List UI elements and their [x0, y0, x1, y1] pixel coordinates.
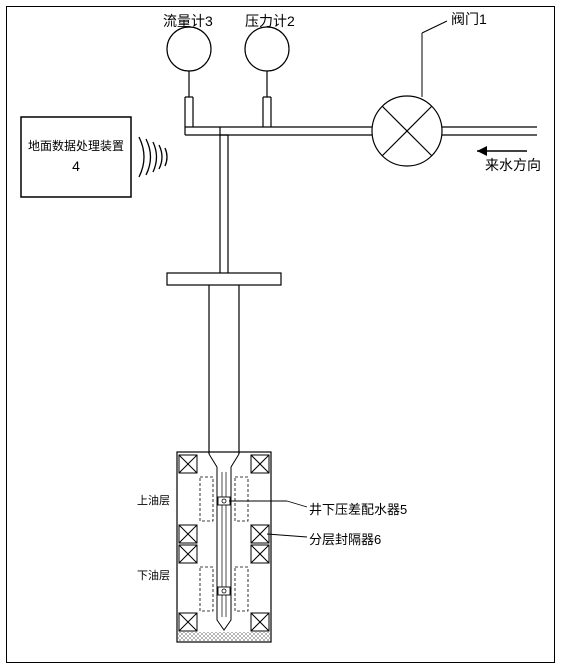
packer-row-1 — [179, 455, 269, 473]
flowmeter-label: 流量计3 — [163, 11, 213, 31]
water-direction-label: 来水方向 — [485, 155, 541, 175]
diagram-svg — [7, 7, 556, 664]
data-processor-label: 地面数据处理装置 4 — [21, 137, 131, 174]
lower-distributor — [200, 567, 248, 611]
flowmeter-symbol — [167, 27, 211, 71]
packer-row-3 — [179, 545, 269, 563]
distributor-label: 井下压差配水器5 — [309, 499, 407, 518]
packer-row-2 — [179, 525, 269, 543]
valve-label: 阀门1 — [451, 9, 487, 29]
wellhead-flange — [167, 273, 281, 285]
diagram-frame: 流量计3 压力计2 阀门1 来水方向 地面数据处理装置 4 上油层 下油层 井下… — [6, 6, 555, 663]
upper-distributor — [200, 477, 248, 521]
wireless-icon — [139, 137, 167, 177]
pressure-gauge-symbol — [245, 27, 289, 71]
packer-label: 分层封隔器6 — [309, 529, 381, 548]
upper-layer-label: 上油层 — [137, 492, 170, 508]
packer-row-4 — [179, 613, 269, 631]
pressure-gauge-label: 压力计2 — [245, 11, 295, 31]
lower-layer-label: 下油层 — [137, 567, 170, 583]
